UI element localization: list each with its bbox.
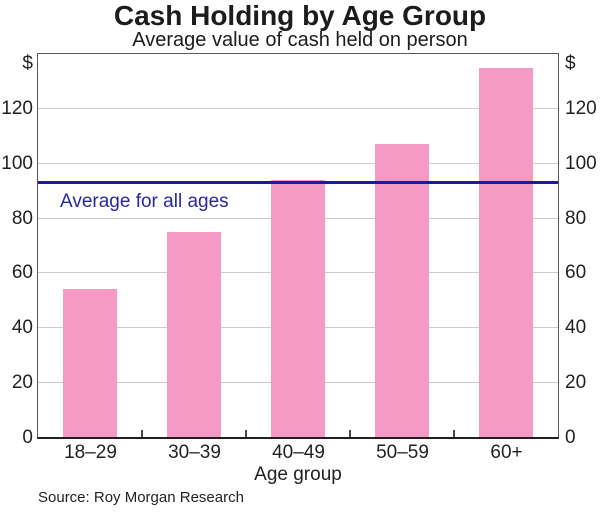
axis-tick bbox=[453, 430, 455, 437]
x-axis-title: Age group bbox=[254, 464, 342, 485]
x-tick-label: 30–39 bbox=[168, 442, 221, 463]
plot-area: Average for all ages bbox=[37, 53, 559, 439]
y-tick-label: 120 bbox=[1, 98, 33, 120]
bar bbox=[479, 67, 533, 437]
y-tick-label: 0 bbox=[565, 426, 576, 448]
x-tick-label: 18–29 bbox=[64, 442, 117, 463]
chart-title: Cash Holding by Age Group bbox=[113, 0, 487, 31]
y-tick-label: 20 bbox=[565, 371, 587, 393]
bar bbox=[271, 179, 325, 437]
y-tick-label: 80 bbox=[565, 207, 587, 229]
bar bbox=[63, 289, 117, 437]
axis-tick bbox=[141, 430, 143, 437]
y-tick-label: 0 bbox=[22, 426, 33, 448]
average-line-label: Average for all ages bbox=[60, 190, 229, 212]
x-tick-label: 40–49 bbox=[272, 442, 325, 463]
y-tick-label: 120 bbox=[565, 98, 597, 120]
x-tick-label: 50–59 bbox=[376, 442, 429, 463]
gridline bbox=[38, 162, 558, 164]
axis-tick bbox=[245, 430, 247, 437]
y-tick-label: 40 bbox=[565, 317, 587, 339]
y-tick-label: 20 bbox=[11, 371, 33, 393]
y-tick-label: 40 bbox=[11, 317, 33, 339]
y-tick-label: 100 bbox=[565, 152, 597, 174]
y-tick-label: 80 bbox=[11, 207, 33, 229]
y-axis-unit: $ bbox=[22, 52, 33, 74]
x-tick-label: 60+ bbox=[490, 442, 523, 463]
y-tick-label: 60 bbox=[565, 262, 587, 284]
bar bbox=[375, 144, 429, 437]
source-note: Source: Roy Morgan Research bbox=[38, 489, 244, 506]
y-tick-label: 60 bbox=[11, 262, 33, 284]
y-tick-label: 100 bbox=[1, 152, 33, 174]
average-line bbox=[38, 181, 558, 185]
bar bbox=[167, 231, 221, 437]
chart-subtitle: Average value of cash held on person bbox=[132, 29, 468, 51]
axis-tick bbox=[349, 430, 351, 437]
y-axis-unit: $ bbox=[565, 52, 576, 74]
gridline bbox=[38, 108, 558, 110]
